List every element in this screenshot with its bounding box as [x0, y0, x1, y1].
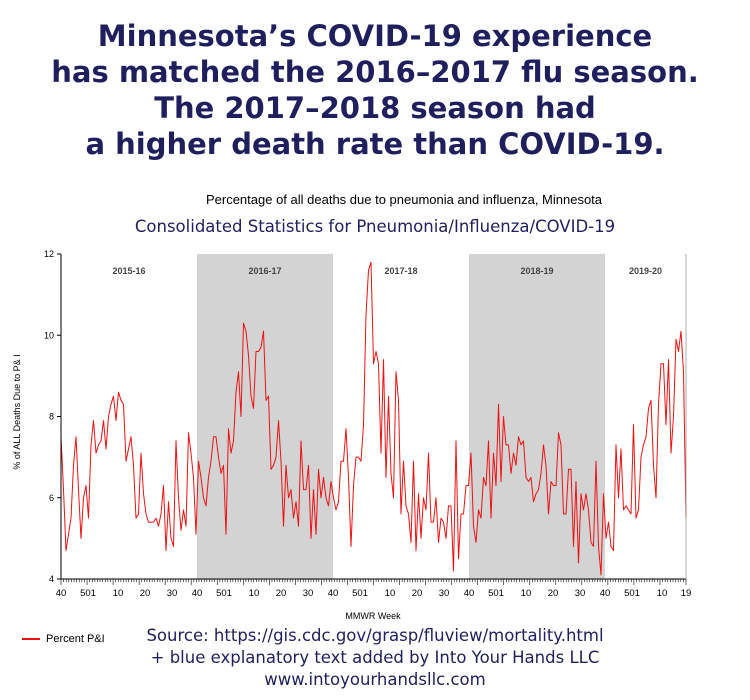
legend-swatch: [22, 638, 40, 640]
x-tick-label: 10: [385, 588, 396, 599]
headline-line: The 2017–2018 season had: [154, 91, 596, 125]
season-labels: 2015-16 2016-17 2017-18 2018-19 2019-20: [112, 266, 662, 276]
x-tick-label: 501: [624, 588, 640, 599]
legend: Percent P&I: [22, 633, 105, 645]
series-line: [60, 261, 687, 576]
x-tick-label: 10: [521, 588, 532, 599]
season-label: 2017-18: [384, 266, 417, 276]
source-line: + blue explanatory text added by Into Yo…: [150, 648, 600, 667]
x-tick-label: 20: [276, 588, 287, 599]
x-tick-label: 40: [464, 588, 475, 599]
y-tick-label: 4: [49, 574, 54, 584]
x-tick-label: 30: [167, 588, 178, 599]
chart-title: Consolidated Statistics for Pneumonia/In…: [134, 217, 616, 236]
season-band: [469, 254, 605, 579]
x-tick-label: 40: [600, 588, 611, 599]
x-tick-label: 20: [412, 588, 423, 599]
x-tick-label: 501: [80, 588, 96, 599]
headline: Minnesota’s COVID-19 experience has matc…: [0, 18, 750, 162]
x-tick-label: 40: [328, 588, 339, 599]
x-tick-label: 20: [140, 588, 151, 599]
x-tick-label: 20: [548, 588, 559, 599]
x-tick-label: 501: [216, 588, 232, 599]
season-label: 2015-16: [112, 266, 145, 276]
x-tick-label: 501: [488, 588, 504, 599]
y-tick-label: 8: [49, 412, 54, 422]
season-band: [197, 254, 333, 579]
source-note: Source: https://gis.cdc.gov/grasp/fluvie…: [0, 625, 750, 691]
chart-subtitle: Percentage of all deaths due to pneumoni…: [205, 192, 603, 207]
headline-line: has matched the 2016–2017 flu season.: [51, 55, 699, 89]
x-tick-label: 501: [352, 588, 368, 599]
y-tick-label: 6: [49, 493, 54, 503]
x-tick-label: 10: [657, 588, 668, 599]
headline-line: Minnesota’s COVID-19 experience: [97, 19, 653, 53]
x-tick-label: 10: [249, 588, 260, 599]
y-axis-label: % of ALL Deaths Due to P& I: [12, 354, 22, 469]
x-tick-label: 19: [681, 588, 692, 599]
axes: 4 6 8 10 12 40 501 10 20 30 40 501 10 20 30 40 501 10 20 30…: [44, 249, 691, 599]
season-label: 2018-19: [520, 266, 553, 276]
x-tick-label: 30: [575, 588, 586, 599]
source-line: Source: https://gis.cdc.gov/grasp/fluvie…: [146, 626, 604, 645]
x-tick-label: 10: [113, 588, 124, 599]
legend-label: Percent P&I: [46, 633, 105, 645]
x-tick-label: 30: [439, 588, 450, 599]
x-tick-label: 40: [56, 588, 67, 599]
headline-line: a higher death rate than COVID-19.: [85, 127, 665, 161]
series-lines: [60, 261, 687, 576]
season-bands: [197, 254, 605, 579]
x-tick-label: 40: [192, 588, 203, 599]
y-tick-label: 10: [44, 330, 54, 340]
source-line: www.intoyourhandsllc.com: [264, 670, 486, 689]
season-label: 2016-17: [248, 266, 281, 276]
x-axis-label: MMWR Week: [345, 611, 401, 621]
x-tick-label: 30: [303, 588, 314, 599]
y-tick-label: 12: [44, 249, 54, 259]
season-label: 2019-20: [629, 266, 662, 276]
